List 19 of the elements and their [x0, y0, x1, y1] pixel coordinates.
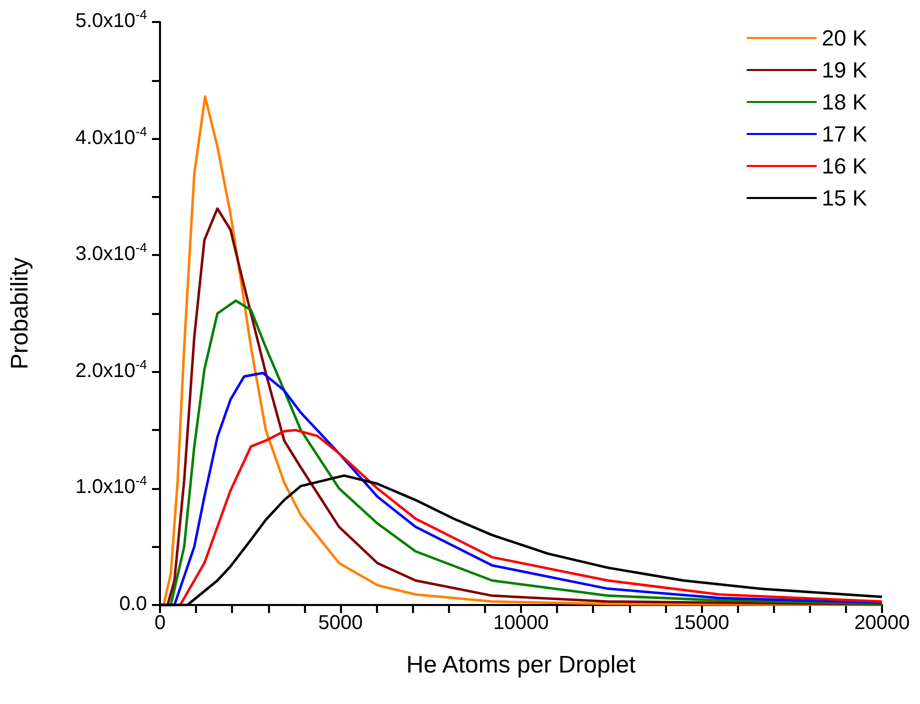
x-axis-title: He Atoms per Droplet	[406, 652, 636, 678]
y-tick-label: 5.0x10$^{-4}$	[75, 7, 147, 34]
legend-label: 18 K	[822, 90, 868, 114]
x-tick-label: 10000	[493, 612, 549, 634]
x-tick-label: 5000	[318, 612, 363, 634]
y-tick-label: 0.0	[119, 593, 147, 617]
legend-label: 17 K	[822, 122, 868, 146]
y-tick-label: 4.0x10$^{-4}$	[75, 124, 147, 151]
y-tick-label: 2.0x10$^{-4}$	[75, 356, 147, 384]
y-tick-label: 1.0x10$^{-4}$	[75, 473, 147, 500]
legend-label: 19 K	[822, 58, 868, 82]
legend-label: 16 K	[822, 154, 868, 178]
legend-label: 20 K	[822, 26, 868, 50]
y-axis-title: Probability	[6, 257, 34, 370]
x-tick-label: 15000	[674, 612, 730, 634]
x-tick-label: 20000	[854, 612, 910, 634]
x-tick-label: 0	[154, 612, 166, 634]
y-tick-label: 3.0x10$^{-4}$	[75, 240, 147, 268]
legend-label: 15 K	[822, 186, 868, 210]
